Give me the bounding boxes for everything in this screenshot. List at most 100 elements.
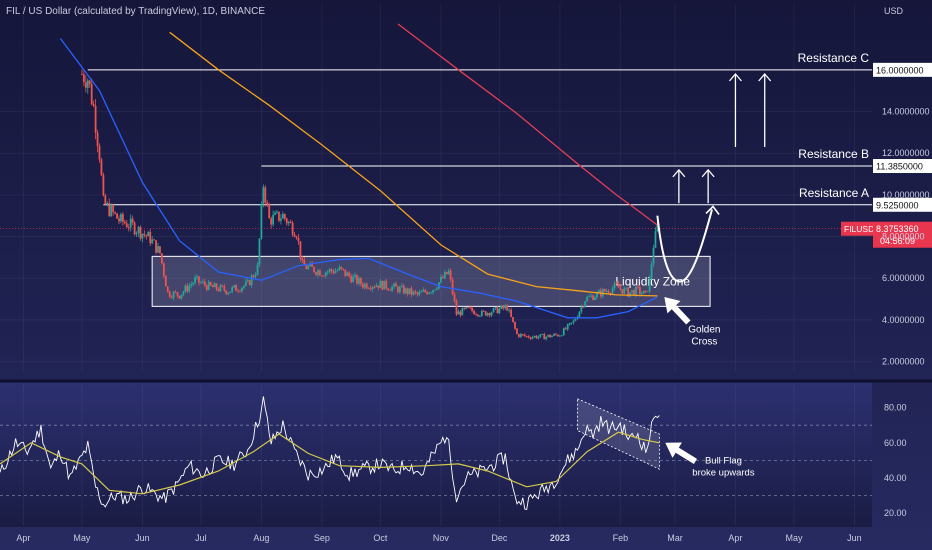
candle-body: [652, 247, 655, 265]
ma100-line: [169, 31, 658, 297]
bull-flag-channel[interactable]: [577, 398, 660, 470]
candle-body: [638, 287, 641, 294]
candle-body: [170, 296, 173, 298]
candle-body: [399, 286, 401, 293]
candle-body: [459, 311, 462, 316]
candle-body: [346, 272, 349, 276]
candle-body: [361, 284, 364, 288]
price-tag-label: 9.5250000: [876, 200, 919, 210]
rsi-ma-line: [0, 431, 660, 495]
x-tick-label: Sep: [314, 533, 330, 543]
candle-body: [207, 281, 210, 290]
candle-body: [555, 333, 557, 335]
candle-body: [334, 270, 337, 274]
candle-body: [416, 292, 419, 295]
candle-body: [184, 285, 187, 292]
candle-body: [482, 310, 485, 312]
candle-body: [320, 275, 323, 277]
candle-body: [420, 291, 423, 293]
candle-body: [656, 225, 659, 232]
candle-body: [315, 272, 317, 275]
candle-body: [215, 283, 218, 290]
price-tag: [873, 62, 932, 77]
rsi-y-tick-label: 80.00: [884, 403, 907, 413]
candle-body: [617, 283, 620, 288]
candle-body: [118, 218, 120, 222]
candle-body: [545, 336, 548, 340]
candle-body: [430, 292, 433, 294]
bull-flag-arrow[interactable]: [661, 435, 701, 469]
candle-body: [635, 286, 637, 296]
candle-body: [176, 292, 179, 296]
candle-body: [213, 283, 216, 288]
candle-body: [621, 289, 624, 294]
bull-flag-label: Bull Flag: [705, 455, 742, 466]
target-arrowhead: [701, 168, 715, 178]
candle-body: [523, 334, 526, 337]
candle-body: [519, 334, 522, 337]
liquidity-zone[interactable]: [151, 255, 711, 307]
x-tick-label: Feb: [613, 533, 629, 543]
candle-body: [344, 269, 347, 276]
golden-cross-arrow[interactable]: [658, 291, 695, 329]
y-tick-label: 12.0000000: [882, 148, 930, 158]
candle-body: [120, 214, 122, 222]
candle-body: [488, 313, 491, 316]
candle-body: [644, 290, 647, 292]
candle-body: [295, 236, 298, 239]
candle-body: [161, 253, 163, 264]
ma200-line: [397, 23, 658, 226]
golden-cross-label: Cross: [691, 336, 717, 347]
x-tick-label: May: [73, 533, 91, 543]
candle-body: [129, 218, 132, 228]
candle-body: [367, 288, 370, 290]
candle-body: [291, 222, 294, 235]
candle-body: [590, 295, 592, 297]
candle-body: [631, 290, 633, 293]
candle-body: [566, 324, 569, 330]
projection-path[interactable]: [656, 209, 713, 283]
candle-body: [383, 280, 386, 290]
candle-body: [521, 334, 524, 335]
candle-body: [412, 291, 415, 295]
rsi-y-tick-label: 20.00: [884, 508, 907, 518]
candle-body: [629, 292, 632, 297]
candle-body: [125, 223, 128, 228]
x-tick-label: May: [785, 533, 803, 543]
candle-body: [157, 246, 159, 253]
candle-body: [480, 310, 483, 316]
candle-body: [379, 280, 382, 288]
candle-body: [219, 285, 222, 292]
candle-body: [182, 291, 185, 295]
candle-body: [393, 283, 395, 287]
candle-body: [289, 221, 292, 223]
y-tick-label: 8.0000000: [882, 232, 925, 242]
candle-body: [200, 282, 202, 284]
candle-body: [363, 283, 366, 288]
candle-body: [250, 275, 253, 286]
candle-body: [313, 266, 315, 273]
candle-body: [217, 289, 220, 292]
candle-body: [309, 263, 312, 267]
candle-body: [88, 80, 91, 84]
candle-body: [451, 279, 454, 295]
candle-body: [332, 271, 335, 274]
candle-body: [239, 291, 241, 292]
x-tick-label: Jun: [847, 533, 862, 543]
candle-body: [211, 285, 214, 288]
candle-body: [605, 291, 608, 292]
candle-body: [172, 291, 175, 298]
candle-body: [270, 218, 273, 225]
candle-body: [297, 238, 300, 242]
candle-body: [568, 322, 571, 325]
candle-body: [131, 218, 134, 223]
candle-body: [168, 291, 171, 297]
x-tick-label: Dec: [491, 533, 508, 543]
candle-body: [237, 290, 239, 292]
candle-body: [153, 239, 156, 241]
candle-body: [516, 328, 518, 335]
candle-body: [428, 292, 431, 295]
candle-body: [496, 306, 499, 314]
candle-body: [123, 221, 126, 224]
